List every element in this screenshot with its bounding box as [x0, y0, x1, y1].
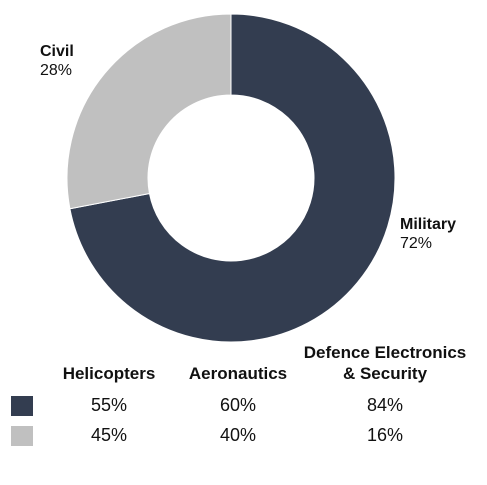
civil-label-percent: 28% [40, 62, 73, 79]
table-row-military: 55% 60% 84% [0, 390, 468, 420]
civil-label-name: Civil [40, 43, 74, 60]
civil-color-swatch [11, 425, 33, 446]
civil-aeronautics-value: 40% [219, 424, 257, 445]
table-header-row: Helicopters Aeronautics Defence Electron… [0, 342, 468, 390]
header-helicopters: Helicopters [62, 364, 156, 383]
military-defence-value: 84% [366, 394, 404, 415]
military-helicopters-value: 55% [90, 394, 128, 415]
header-spacer [0, 342, 44, 390]
military-slice-label: Military 72% [400, 215, 456, 253]
civil-defence-value: 16% [366, 424, 404, 445]
row-military-swatch-cell [0, 390, 44, 420]
civil-helicopters-value: 45% [90, 424, 128, 445]
military-label-percent: 72% [400, 235, 433, 252]
donut-chart [66, 13, 396, 343]
military-color-swatch [11, 395, 33, 416]
military-label-name: Military [400, 216, 457, 233]
header-defence-electronics-security: Defence Electronics & Security [303, 343, 467, 383]
donut-slice-civil [66, 13, 232, 210]
military-aeronautics-value: 60% [219, 394, 257, 415]
civil-slice-label: Civil 28% [40, 42, 74, 80]
row-civil-swatch-cell [0, 420, 44, 450]
header-aeronautics: Aeronautics [188, 364, 288, 383]
segment-breakdown-table: Helicopters Aeronautics Defence Electron… [0, 342, 468, 450]
donut-slice-military [69, 13, 396, 343]
table-row-civil: 45% 40% 16% [0, 420, 468, 450]
